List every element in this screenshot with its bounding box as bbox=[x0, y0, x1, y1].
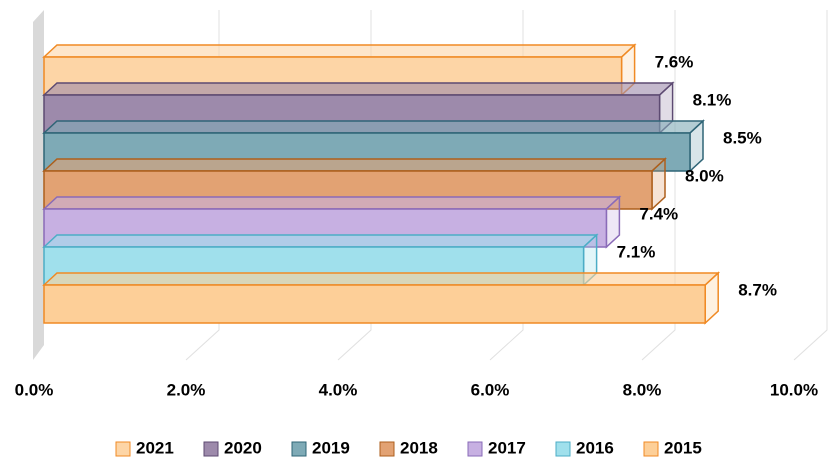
data-label: 7.4% bbox=[639, 204, 678, 223]
legend-label: 2021 bbox=[136, 438, 174, 457]
legend-swatch bbox=[115, 441, 131, 457]
x-tick-label: 8.0% bbox=[623, 380, 662, 399]
bar bbox=[42, 271, 721, 325]
legend-label: 2016 bbox=[576, 438, 614, 457]
data-label: 8.7% bbox=[738, 280, 777, 299]
x-tick-label: 0.0% bbox=[15, 380, 54, 399]
data-label: 8.5% bbox=[723, 128, 762, 147]
legend-swatch bbox=[291, 441, 307, 457]
legend-swatch bbox=[379, 441, 395, 457]
grid-line bbox=[793, 10, 828, 361]
x-tick-label: 6.0% bbox=[471, 380, 510, 399]
bar-face bbox=[42, 196, 622, 210]
data-label: 8.1% bbox=[693, 90, 732, 109]
legend-label: 2020 bbox=[224, 438, 262, 457]
x-tick-label: 4.0% bbox=[319, 380, 358, 399]
x-tick-label: 10.0% bbox=[770, 380, 818, 399]
data-label: 7.6% bbox=[655, 52, 694, 71]
legend-label: 2017 bbox=[488, 438, 526, 457]
legend-label: 2015 bbox=[664, 438, 702, 457]
bar-face bbox=[42, 44, 637, 58]
bar-face bbox=[42, 82, 675, 96]
bar-face bbox=[42, 158, 667, 172]
legend-label: 2018 bbox=[400, 438, 438, 457]
legend-swatch bbox=[467, 441, 483, 457]
side-wall bbox=[33, 10, 44, 360]
data-label: 7.1% bbox=[617, 242, 656, 261]
legend-label: 2019 bbox=[312, 438, 350, 457]
x-tick-label: 2.0% bbox=[167, 380, 206, 399]
bar-face bbox=[42, 120, 705, 134]
bar-face bbox=[43, 284, 706, 324]
grid-line bbox=[641, 10, 676, 361]
bar-face bbox=[42, 234, 599, 248]
data-label: 8.0% bbox=[685, 166, 724, 185]
bar-face bbox=[42, 272, 721, 286]
legend-swatch bbox=[555, 441, 571, 457]
legend-swatch bbox=[203, 441, 219, 457]
legend-swatch bbox=[643, 441, 659, 457]
